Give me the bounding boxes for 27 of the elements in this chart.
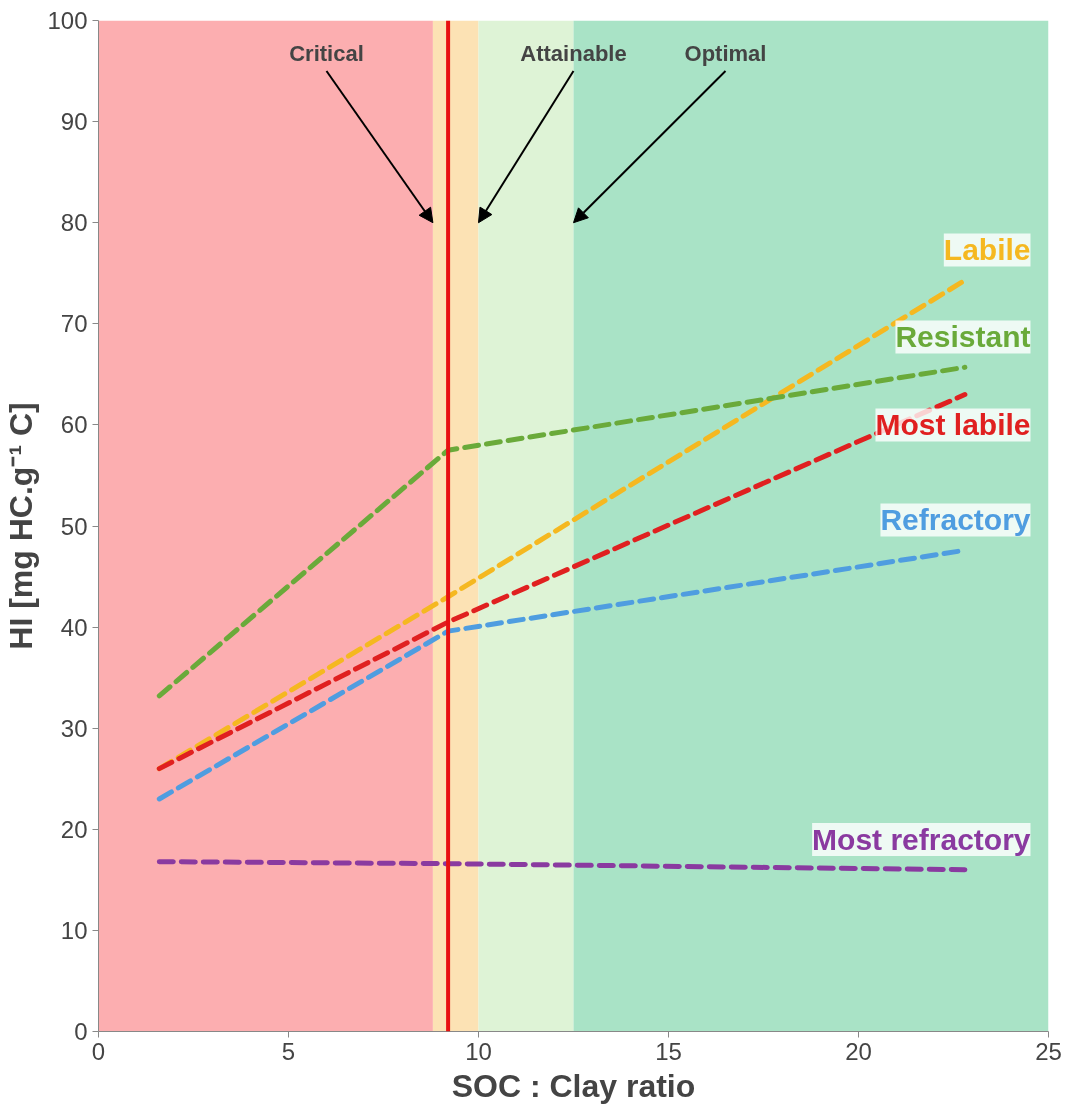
- annotation: Optimal: [684, 40, 767, 66]
- y-tick-label: 20: [60, 815, 88, 843]
- x-tick-label: 0: [91, 1037, 106, 1065]
- series-label: Labile: [943, 233, 1031, 267]
- series-label: Most labile: [875, 408, 1031, 442]
- y-tick-label: 90: [60, 108, 88, 136]
- series-label: Most refractory: [812, 822, 1031, 856]
- annotation: Critical: [289, 40, 364, 66]
- y-tick-label: 60: [60, 411, 88, 439]
- y-tick-label: 100: [47, 7, 88, 34]
- x-tick-label: 5: [281, 1037, 296, 1065]
- annotation: Attainable: [520, 40, 627, 66]
- x-tick-label: 10: [465, 1037, 492, 1065]
- y-tick-label: 50: [60, 512, 88, 540]
- y-tick-label: 80: [60, 209, 88, 237]
- x-axis-title: SOC : Clay ratio: [451, 1067, 696, 1104]
- x-tick-label: 20: [845, 1037, 872, 1065]
- x-tick-label: 25: [1035, 1037, 1062, 1065]
- series-label: Resistant: [895, 320, 1031, 354]
- y-tick-label: 40: [60, 613, 88, 641]
- y-axis-title: HI [mg HC.g⁻¹ C]: [3, 402, 40, 650]
- series-label: Refractory: [880, 503, 1031, 537]
- y-tick-label: 30: [60, 714, 88, 742]
- y-tick-label: 0: [74, 1018, 88, 1045]
- y-tick-label: 10: [60, 916, 88, 944]
- x-tick-label: 15: [655, 1037, 682, 1065]
- y-tick-label: 70: [60, 310, 88, 338]
